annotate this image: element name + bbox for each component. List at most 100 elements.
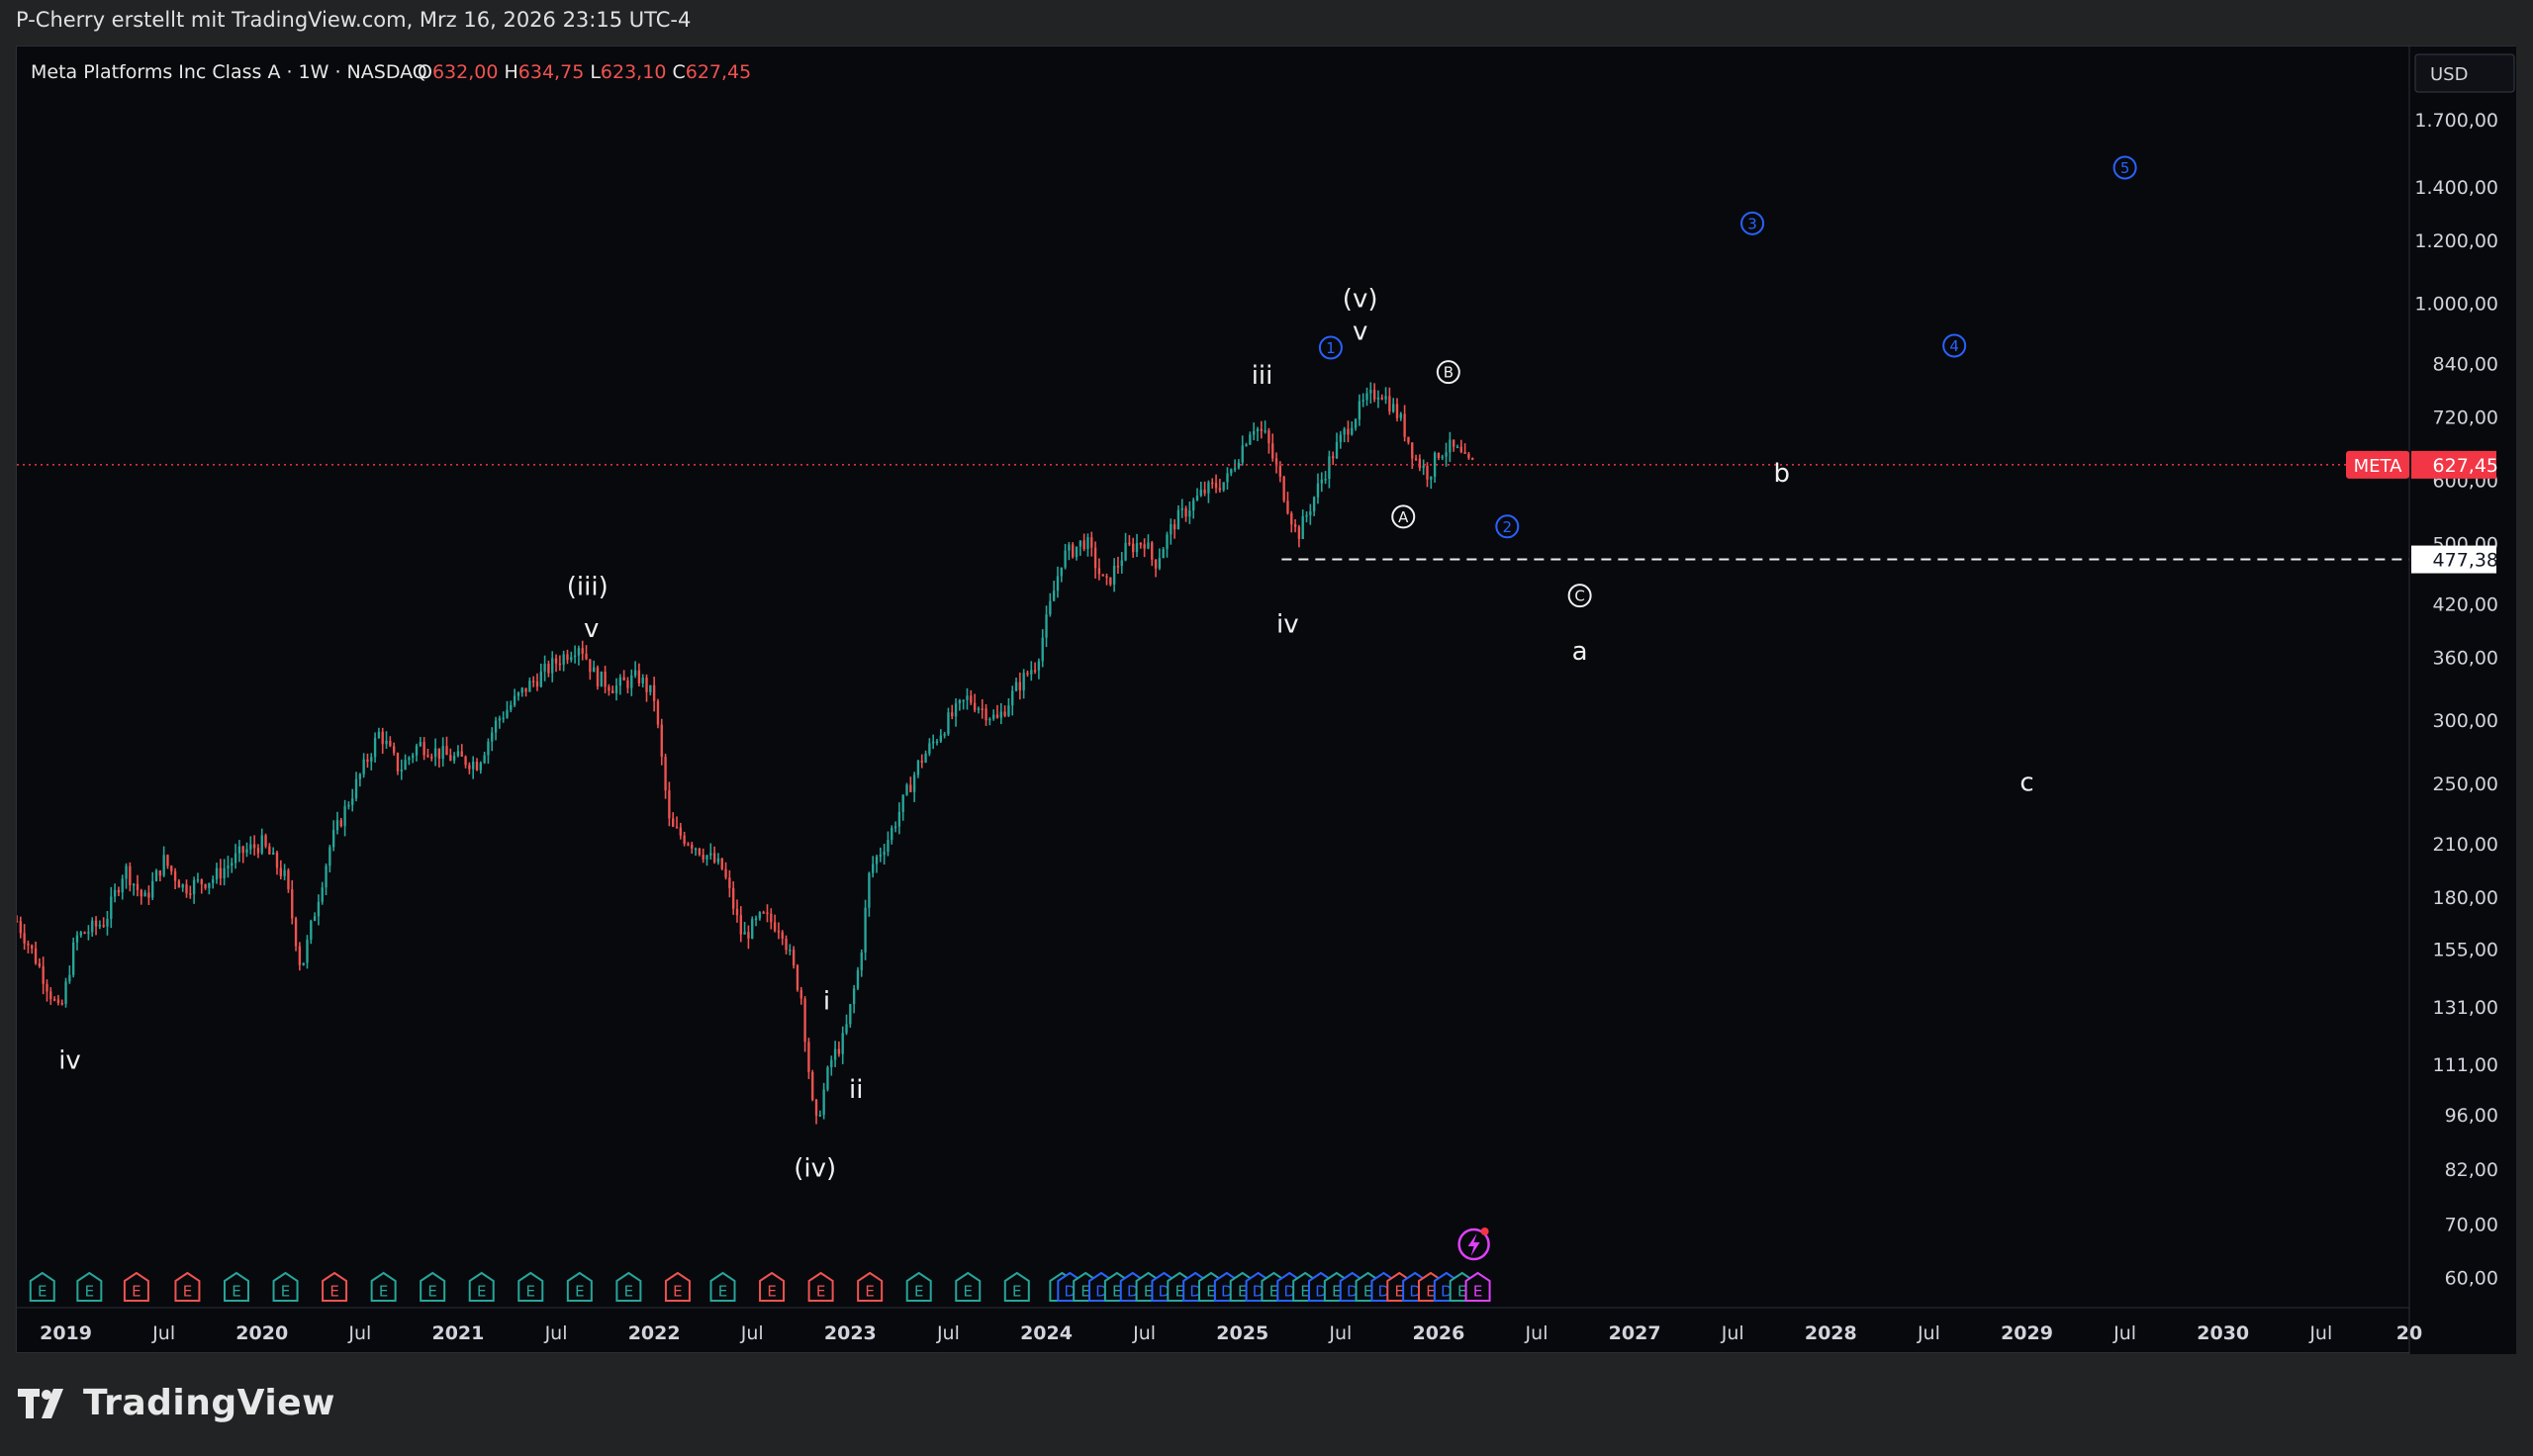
candle-379 [1445,442,1448,467]
event-marker-14[interactable]: E [709,1271,736,1302]
event-marker-20[interactable]: E [1003,1271,1030,1302]
x-tick-17: Jul [1721,1322,1744,1344]
event-marker-9[interactable]: E [468,1271,495,1302]
candle-6 [38,957,42,968]
event-marker-11[interactable]: E [566,1271,593,1302]
candle-382 [1455,444,1459,449]
candle-224 [860,949,863,977]
candle-105 [412,753,415,764]
event-marker-19[interactable]: E [955,1271,982,1302]
chart-credit: P-Cherry erstellt mit TradingView.com, M… [16,8,692,32]
svg-text:2: 2 [1503,518,1513,536]
wave-label-9[interactable]: v [1353,317,1367,346]
event-marker-6[interactable]: E [322,1271,348,1302]
candle-16 [75,931,79,951]
candle-328 [1252,422,1256,441]
event-marker-4[interactable]: E [223,1271,249,1302]
wave-label-7[interactable]: iv [1276,609,1299,639]
event-marker-48[interactable]: E [1464,1271,1491,1302]
candle-358 [1365,387,1368,407]
current-price-tag[interactable]: META 627,45 [2346,450,2498,479]
wave-label-0[interactable]: iv [58,1046,81,1076]
candle-295 [1128,535,1131,547]
event-marker-12[interactable]: E [615,1271,642,1302]
event-marker-7[interactable]: E [370,1271,397,1302]
candle-181 [698,848,702,857]
event-marker-1[interactable]: E [76,1271,103,1302]
svg-text:E: E [477,1283,486,1301]
ohlc-key-H: H [505,61,518,83]
candle-274 [1049,592,1052,617]
y-tick-16: 111,00 [2433,1054,2498,1076]
event-marker-18[interactable]: E [905,1271,932,1302]
candle-296 [1132,537,1135,558]
svg-text:META: META [2354,456,2403,477]
candle-87 [343,799,346,837]
ohlc-values: O632,00 H634,75 L623,10 C627,45 [418,61,751,83]
candle-245 [939,729,942,744]
candle-1 [19,916,22,939]
event-marker-5[interactable]: E [272,1271,299,1302]
wave-label-6[interactable]: iii [1252,361,1273,391]
event-marker-13[interactable]: E [664,1271,691,1302]
x-tick-10: 2024 [1020,1322,1073,1344]
candle-213 [818,1110,822,1117]
circled-wave-label-6[interactable]: B [1436,360,1460,385]
wave-label-11[interactable]: a [1572,637,1588,667]
circled-wave-label-4[interactable]: 5 [2112,155,2137,180]
event-marker-2[interactable]: E [123,1271,149,1302]
candle-311 [1188,501,1191,524]
svg-text:E: E [183,1283,192,1301]
event-marker-3[interactable]: E [174,1271,201,1302]
candle-349 [1332,451,1335,465]
circled-wave-label-0[interactable]: 1 [1318,335,1343,360]
svg-text:E: E [1269,1283,1278,1301]
event-marker-16[interactable]: E [807,1271,834,1302]
svg-text:D: D [1253,1283,1265,1301]
event-marker-0[interactable]: E [29,1271,55,1302]
wave-label-4[interactable]: i [823,986,830,1016]
candle-98 [385,731,388,749]
candle-13 [64,977,67,1008]
candle-243 [932,734,935,750]
wave-label-1[interactable]: (iii) [567,573,609,602]
wave-label-3[interactable]: (iv) [794,1154,836,1184]
candle-72 [287,867,290,893]
currency-box[interactable]: USD [2414,53,2515,93]
wave-label-12[interactable]: c [2019,768,2033,797]
svg-text:E: E [1080,1283,1089,1301]
circled-wave-label-2[interactable]: 3 [1740,211,1765,235]
candle-28 [121,874,124,900]
wave-label-5[interactable]: ii [849,1075,863,1105]
event-marker-17[interactable]: E [857,1271,884,1302]
candle-198 [762,910,765,914]
event-marker-10[interactable]: E [517,1271,544,1302]
circled-wave-label-3[interactable]: 4 [1942,333,1967,358]
circled-wave-label-7[interactable]: C [1567,584,1592,608]
event-marker-15[interactable]: E [759,1271,786,1302]
event-marker-8[interactable]: E [420,1271,446,1302]
candle-55 [223,859,226,886]
candle-266 [1018,672,1022,700]
candle-378 [1441,454,1444,461]
wave-label-10[interactable]: b [1774,459,1791,489]
circled-wave-label-5[interactable]: A [1391,504,1416,529]
candle-190 [731,881,735,915]
tradingview-logo[interactable]: TradingView [18,1383,335,1423]
wave-label-8[interactable]: (v) [1343,285,1378,315]
candle-194 [747,925,750,950]
candle-41 [170,864,173,875]
candle-95 [373,732,377,763]
candle-128 [498,715,502,729]
symbol-title[interactable]: Meta Platforms Inc Class A · 1W · NASDAQ [31,61,427,83]
upcoming-event-icon[interactable] [1457,1228,1490,1261]
wave-label-2[interactable]: v [584,614,599,644]
candle-91 [358,773,362,787]
candle-303 [1158,548,1162,571]
circled-wave-label-1[interactable]: 2 [1495,514,1520,539]
candle-209 [803,996,806,1052]
candle-88 [347,801,350,810]
support-price-tag: 477,38 [2411,545,2498,574]
